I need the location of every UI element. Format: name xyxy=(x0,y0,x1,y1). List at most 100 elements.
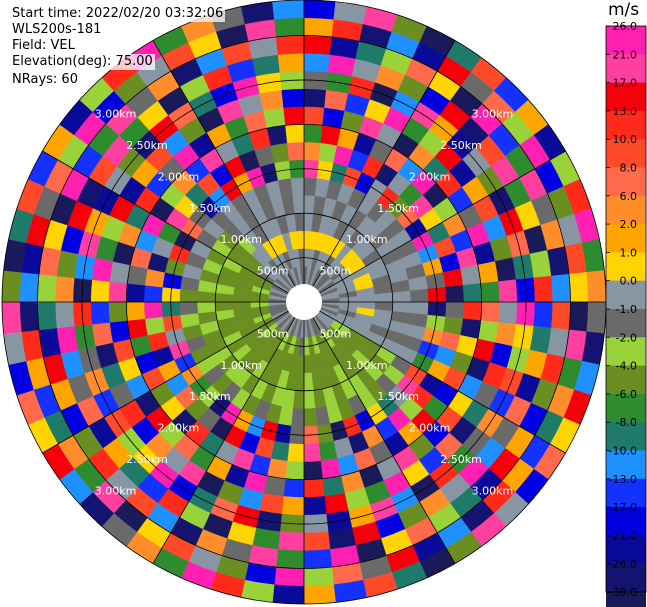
azimuth-spoke xyxy=(42,150,305,303)
range-ring-label: 2.00km xyxy=(158,170,200,183)
colorbar-tick-label: -1.0 xyxy=(616,303,637,316)
colorbar-tick-label: 2.0 xyxy=(620,218,638,231)
velocity-gate xyxy=(109,261,131,284)
velocity-gate xyxy=(179,288,199,303)
azimuth-spoke xyxy=(303,301,456,564)
range-ring-label: 1.00km xyxy=(220,233,262,246)
velocity-gate xyxy=(303,460,323,480)
velocity-gate xyxy=(303,372,314,392)
velocity-gate xyxy=(303,124,323,144)
velocity-gate xyxy=(143,301,163,319)
range-ring-label: 3.00km xyxy=(95,108,137,121)
velocity-gate xyxy=(303,0,336,20)
velocity-gate xyxy=(292,195,305,214)
colorbar-tick-label: -30.0 xyxy=(609,586,637,599)
azimuth-spoke xyxy=(303,40,456,303)
velocity-gate xyxy=(287,443,305,463)
velocity-gate xyxy=(55,301,75,329)
velocity-gate xyxy=(494,257,517,282)
field-label: Field: VEL xyxy=(10,38,77,54)
velocity-gate xyxy=(197,301,216,314)
velocity-gate xyxy=(480,301,500,323)
instrument-label: WLS200s-181 xyxy=(10,22,104,38)
colorbar-tick-label: 10.0 xyxy=(613,133,638,146)
velocity-gate xyxy=(108,281,128,303)
velocity-gate xyxy=(55,275,75,303)
range-ring-label: 2.50km xyxy=(126,453,168,466)
velocity-gate xyxy=(303,35,333,55)
colorbar-bin xyxy=(606,82,646,112)
colorbar-tick-label: 6.0 xyxy=(620,190,638,203)
colorbar-tick-label: 26.0 xyxy=(613,20,638,33)
velocity-gate xyxy=(533,275,553,303)
colorbar: 26.0 21.0 17.0 13.0 10.0 8.0 6.0 2.0 1.0 0.0 -1.0 -… xyxy=(605,20,647,607)
range-ring-label: 500m xyxy=(320,327,352,340)
velocity-gate xyxy=(324,492,349,515)
range-ring-label: 2.50km xyxy=(440,453,482,466)
azimuth-spoke xyxy=(152,301,305,564)
azimuth-spoke xyxy=(42,301,305,454)
velocity-gate xyxy=(90,279,110,303)
azimuth-spoke xyxy=(303,301,566,454)
azimuth-spokes xyxy=(2,0,606,604)
colorbar-tick-label: -26.0 xyxy=(609,558,637,571)
range-ring-label: 1.50km xyxy=(377,390,419,403)
velocity-gate xyxy=(303,390,316,409)
velocity-gate xyxy=(277,53,305,73)
velocity-gate xyxy=(214,301,234,312)
velocity-gate xyxy=(568,272,589,303)
velocity-gate xyxy=(303,531,331,551)
range-ring-label: 2.00km xyxy=(158,422,200,435)
colorbar-tick-label: -8.0 xyxy=(616,416,637,429)
range-ring-label: 2.00km xyxy=(409,170,451,183)
colorbar-bin xyxy=(606,167,646,197)
velocity-gate xyxy=(409,301,429,316)
velocity-gate xyxy=(259,89,284,112)
velocity-gates xyxy=(1,0,607,605)
velocity-gate xyxy=(37,301,57,331)
colorbar-bin xyxy=(606,54,646,84)
colorbar-bin xyxy=(606,393,646,423)
colorbar-bin xyxy=(606,139,646,168)
colorbar-tick-label: 8.0 xyxy=(620,162,638,175)
velocity-gate xyxy=(303,478,325,498)
velocity-gate xyxy=(283,478,305,498)
colorbar-tick-label: -10.0 xyxy=(609,445,637,458)
velocity-gate xyxy=(480,281,500,303)
velocity-gate xyxy=(277,531,305,551)
velocity-gate xyxy=(322,475,345,497)
range-ring-label: 500m xyxy=(257,265,289,278)
velocity-gate xyxy=(37,273,57,303)
velocity-gate xyxy=(290,177,305,197)
velocity-gate xyxy=(303,407,318,427)
colorbar-bin xyxy=(606,563,646,593)
velocity-gate xyxy=(477,261,499,284)
velocity-gate xyxy=(374,292,394,303)
colorbar-tick-label: -13.0 xyxy=(609,473,637,486)
colorbar-bin xyxy=(606,224,646,253)
velocity-gate xyxy=(179,301,199,316)
velocity-gate xyxy=(303,496,327,516)
colorbar-tick-label: 13.0 xyxy=(613,105,638,118)
azimuth-spoke xyxy=(152,40,305,303)
velocity-gate xyxy=(303,177,318,197)
velocity-gate xyxy=(586,270,607,303)
velocity-gate xyxy=(322,107,345,129)
velocity-gate xyxy=(498,279,518,303)
velocity-gate xyxy=(303,566,334,587)
velocity-gate xyxy=(272,0,305,20)
colorbar-bin xyxy=(606,252,646,282)
velocity-gate xyxy=(91,322,114,347)
range-ring-label: 1.00km xyxy=(346,233,388,246)
colorbar-bin xyxy=(606,110,646,140)
velocity-gate xyxy=(1,270,22,303)
range-ring-label: 2.00km xyxy=(409,422,451,435)
colorbar-bin xyxy=(606,592,646,607)
colorbar-tick-label: -2.0 xyxy=(616,331,637,344)
range-ring-label: 3.00km xyxy=(472,108,514,121)
colorbar-tick-label: -17.0 xyxy=(609,501,637,514)
colorbar-bin xyxy=(606,365,646,395)
velocity-gate xyxy=(568,301,589,332)
velocity-gate xyxy=(303,141,321,161)
